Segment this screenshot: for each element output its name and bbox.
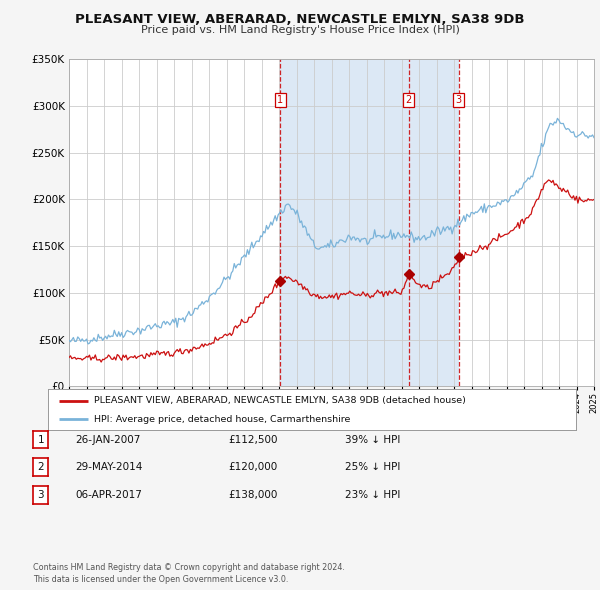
Text: 2: 2 — [37, 463, 44, 472]
Text: 23% ↓ HPI: 23% ↓ HPI — [345, 490, 400, 500]
Text: 3: 3 — [37, 490, 44, 500]
Text: PLEASANT VIEW, ABERARAD, NEWCASTLE EMLYN, SA38 9DB: PLEASANT VIEW, ABERARAD, NEWCASTLE EMLYN… — [75, 13, 525, 26]
Bar — [280, 59, 459, 386]
Text: £120,000: £120,000 — [228, 463, 277, 472]
Text: 25% ↓ HPI: 25% ↓ HPI — [345, 463, 400, 472]
Text: 3: 3 — [455, 95, 462, 105]
Text: 39% ↓ HPI: 39% ↓ HPI — [345, 435, 400, 444]
Text: PLEASANT VIEW, ABERARAD, NEWCASTLE EMLYN, SA38 9DB (detached house): PLEASANT VIEW, ABERARAD, NEWCASTLE EMLYN… — [94, 396, 466, 405]
Text: 1: 1 — [277, 95, 283, 105]
Text: Price paid vs. HM Land Registry's House Price Index (HPI): Price paid vs. HM Land Registry's House … — [140, 25, 460, 35]
Text: Contains HM Land Registry data © Crown copyright and database right 2024.
This d: Contains HM Land Registry data © Crown c… — [33, 563, 345, 584]
Text: 1: 1 — [37, 435, 44, 444]
Text: 06-APR-2017: 06-APR-2017 — [75, 490, 142, 500]
Text: HPI: Average price, detached house, Carmarthenshire: HPI: Average price, detached house, Carm… — [94, 415, 351, 424]
Text: 2: 2 — [406, 95, 412, 105]
Text: £138,000: £138,000 — [228, 490, 277, 500]
Text: 26-JAN-2007: 26-JAN-2007 — [75, 435, 140, 444]
Text: 29-MAY-2014: 29-MAY-2014 — [75, 463, 142, 472]
Text: £112,500: £112,500 — [228, 435, 277, 444]
